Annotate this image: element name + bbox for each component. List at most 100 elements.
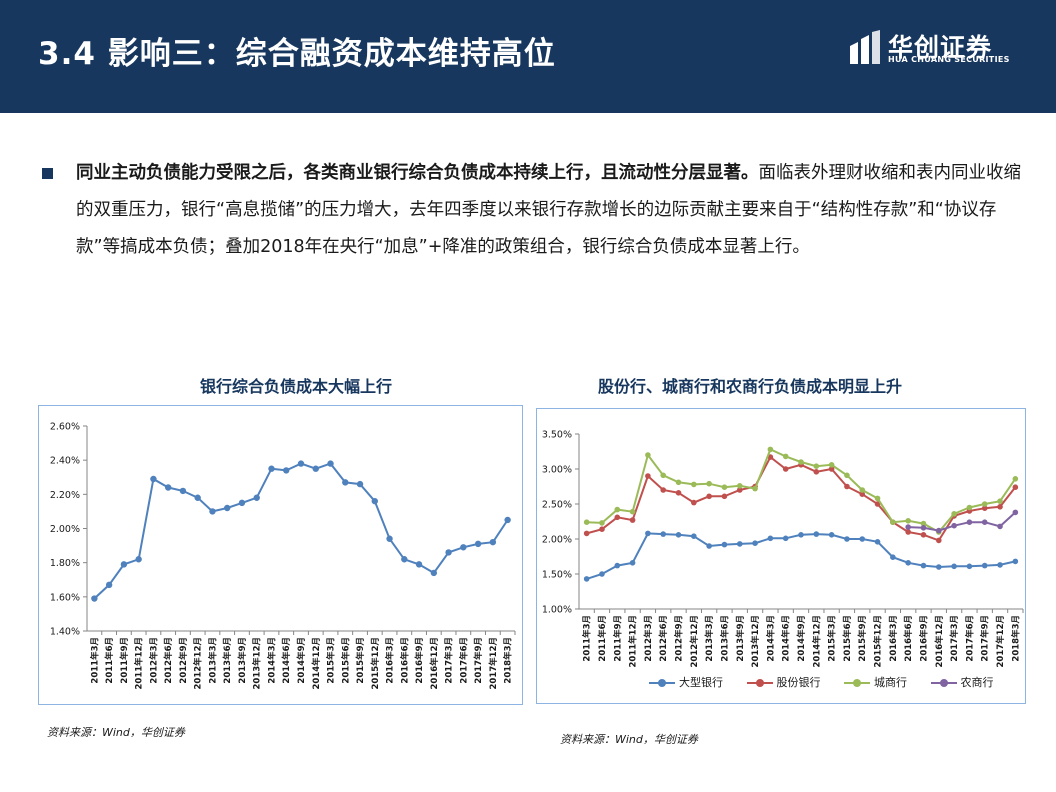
right-chart-source: 资料来源：Wind，华创证券	[560, 733, 698, 746]
legend-marker	[939, 679, 948, 687]
data-point	[489, 538, 497, 546]
data-point	[844, 483, 850, 490]
data-point	[767, 446, 774, 453]
x-tick-label: 2015年3月	[827, 615, 838, 662]
x-tick-label: 2015年6月	[842, 615, 853, 662]
x-tick-label: 2016年6月	[903, 615, 914, 662]
data-point	[798, 532, 804, 538]
x-tick-label: 2015年6月	[340, 637, 351, 684]
data-point	[920, 562, 927, 569]
data-point	[371, 497, 378, 505]
data-point	[660, 531, 667, 537]
data-point	[179, 487, 187, 495]
data-point	[997, 498, 1003, 504]
data-point	[150, 475, 157, 483]
x-tick-label: 2016年12月	[934, 615, 945, 668]
data-point	[951, 563, 957, 570]
right-line-chart: 1.00% 1.50% 2.00% 2.50% 3.00% 3.50% 2011年3月 201…	[542, 430, 1024, 668]
x-tick-label: 2015年12月	[370, 637, 381, 690]
data-point	[874, 539, 881, 545]
data-point	[905, 524, 911, 530]
data-point	[706, 543, 712, 549]
x-tick-label: 2018年3月	[1010, 615, 1021, 662]
series-line-0	[586, 532, 1016, 580]
legend-marker	[853, 679, 861, 687]
x-tick-label: 2011年12月	[134, 637, 145, 690]
y-tick-label: 1.80%	[50, 558, 80, 569]
data-point	[813, 469, 820, 475]
data-point	[1012, 509, 1019, 516]
x-tick-label: 2018年3月	[503, 637, 514, 684]
x-tick-label: 2012年12月	[689, 615, 700, 668]
data-point	[614, 514, 621, 521]
x-tick-label: 2014年6月	[281, 637, 292, 684]
x-tick-label: 2012年12月	[193, 637, 204, 690]
x-tick-label: 2014年6月	[781, 615, 792, 662]
x-tick-label: 2012年3月	[643, 615, 654, 662]
x-tick-label: 2017年9月	[980, 615, 991, 662]
data-point	[736, 483, 743, 489]
data-point	[504, 516, 511, 524]
bullet-square-icon	[42, 168, 53, 179]
data-point	[599, 571, 605, 577]
x-tick-label: 2017年6月	[964, 615, 975, 662]
data-point	[583, 576, 590, 582]
data-point	[844, 536, 850, 542]
x-tick-label: 2015年3月	[326, 637, 337, 684]
data-point	[782, 453, 789, 460]
data-point	[935, 537, 942, 544]
logo-mark-icon	[850, 30, 880, 64]
data-point	[828, 462, 835, 468]
data-point	[194, 494, 201, 501]
data-point	[629, 517, 636, 523]
data-point	[721, 484, 728, 490]
data-point	[935, 527, 942, 534]
x-tick-label: 2016年12月	[429, 637, 440, 690]
data-point	[859, 487, 866, 493]
y-tick-label: 2.60%	[50, 422, 80, 433]
data-point	[721, 493, 728, 500]
legend-item-city-banks: 城商行	[844, 675, 907, 691]
x-tick-label: 2013年9月	[237, 637, 248, 684]
data-point	[813, 531, 820, 537]
data-point	[583, 519, 590, 525]
data-point	[445, 549, 452, 556]
y-tick-label: 1.00%	[542, 605, 572, 616]
data-point	[253, 494, 260, 501]
right-chart-panel: 1.00% 1.50% 2.00% 2.50% 3.00% 3.50% 2011年3月 201…	[536, 408, 1026, 704]
y-tick-label: 3.00%	[542, 465, 572, 476]
data-point	[599, 526, 605, 532]
data-point	[675, 490, 682, 496]
data-point	[645, 473, 651, 479]
legend-item-rural-banks: 农商行	[930, 675, 994, 691]
bullet-paragraph: 同业主动负债能力受限之后，各类商业银行综合负债成本持续上行，且流动性分层显著。面…	[76, 155, 1026, 266]
legend-item-large-banks: 大型银行	[649, 675, 723, 691]
legend-item-joint-stock-banks: 股份银行	[746, 675, 821, 691]
x-tick-label: 2017年12月	[488, 637, 499, 690]
data-point	[890, 519, 896, 525]
data-point	[859, 536, 866, 542]
x-tick-label: 2011年6月	[597, 615, 608, 662]
right-chart-title: 股份行、城商行和农商行负债成本明显上升	[598, 377, 903, 396]
y-tick-label: 2.20%	[50, 490, 80, 501]
data-point	[736, 487, 743, 493]
x-tick-label: 2011年6月	[104, 637, 115, 684]
data-point	[660, 487, 667, 493]
x-tick-label: 2013年3月	[207, 637, 218, 684]
data-point	[966, 504, 973, 511]
x-tick-label: 2015年9月	[857, 615, 868, 662]
data-point	[752, 485, 758, 492]
chart-legend: 大型银行 股份银行 城商行 农商行	[649, 675, 1014, 691]
data-point	[599, 520, 605, 526]
data-point	[283, 467, 290, 474]
data-point	[798, 459, 804, 465]
data-point	[614, 506, 621, 513]
data-point	[629, 508, 636, 515]
data-point	[645, 452, 651, 458]
data-point	[645, 530, 651, 537]
data-point	[660, 472, 667, 479]
data-point	[1012, 484, 1019, 490]
data-point	[782, 466, 789, 472]
data-point	[981, 519, 988, 525]
data-point	[736, 541, 743, 547]
